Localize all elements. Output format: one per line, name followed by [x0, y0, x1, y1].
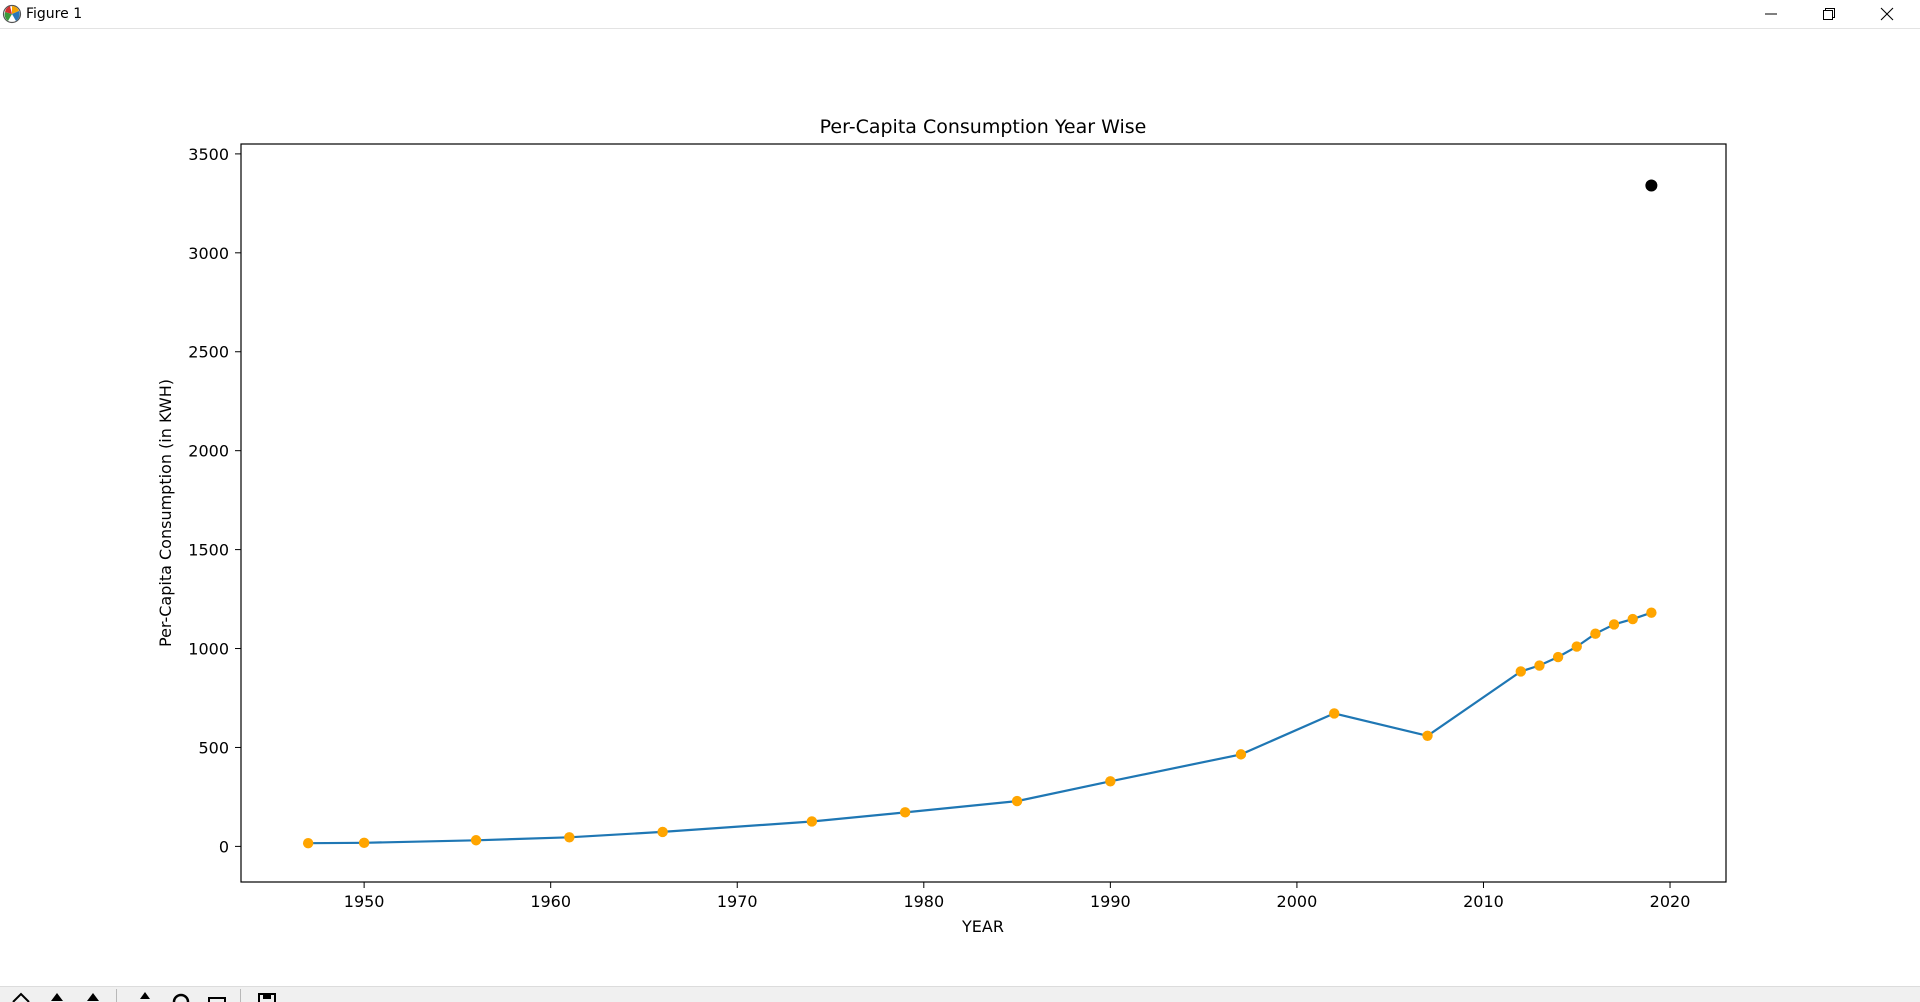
toolbar-separator — [240, 989, 241, 1002]
y-tick-label: 1000 — [188, 640, 229, 659]
data-point — [1571, 641, 1582, 652]
data-point — [1105, 776, 1116, 787]
chart: Per-Capita Consumption Year Wise 1950 196… — [156, 116, 1727, 936]
y-tick-label: 1500 — [188, 541, 229, 560]
home-icon — [12, 992, 30, 1002]
zoom-button[interactable] — [168, 989, 194, 1002]
y-tick-label: 2500 — [188, 343, 229, 362]
save-icon — [258, 993, 276, 1002]
outlier-point — [1645, 179, 1658, 192]
navigation-toolbar — [0, 986, 1920, 1002]
series-line — [308, 611, 1652, 845]
axes-frame — [240, 143, 1727, 883]
x-tick-label: 1960 — [530, 892, 571, 911]
plot-layer: 1950 1960 1970 1980 1990 2000 2010 2020 0 500 1000… — [188, 145, 1690, 911]
x-tick-label: 2000 — [1277, 892, 1318, 911]
data-point — [1534, 660, 1545, 671]
data-point — [1646, 607, 1657, 618]
window-title: Figure 1 — [26, 6, 83, 22]
data-point — [1552, 651, 1564, 663]
data-point — [358, 837, 370, 849]
data-point — [1515, 666, 1526, 677]
data-point — [564, 832, 575, 843]
x-tick-label: 2010 — [1463, 892, 1504, 911]
data-point — [1011, 795, 1023, 807]
forward-icon — [87, 993, 99, 1001]
maximize-icon — [1823, 8, 1835, 20]
subplots-button[interactable] — [204, 989, 230, 1002]
data-point — [1422, 730, 1433, 741]
back-icon — [51, 993, 63, 1001]
data-point — [899, 807, 911, 818]
x-tick-label: 1970 — [717, 892, 758, 911]
x-tick-label: 1950 — [344, 892, 385, 911]
chart-title: Per-Capita Consumption Year Wise — [820, 116, 1147, 138]
data-point — [470, 835, 482, 846]
data-point — [1235, 749, 1247, 760]
data-point — [806, 816, 818, 827]
maximize-button[interactable] — [1800, 0, 1858, 28]
close-button[interactable] — [1858, 0, 1916, 28]
x-tick-label: 2020 — [1650, 892, 1691, 911]
x-tick-label: 1990 — [1090, 892, 1131, 911]
data-point — [1627, 613, 1638, 625]
toolbar-separator — [116, 989, 117, 1002]
forward-button[interactable] — [80, 989, 106, 1002]
y-axis-label: Per-Capita Consumption (in KWH) — [156, 379, 175, 647]
y-tick-label: 0 — [219, 837, 229, 856]
y-tick-label: 2000 — [188, 442, 229, 461]
data-point — [302, 838, 314, 849]
window-titlebar: Figure 1 — [0, 0, 1920, 29]
zoom-icon — [172, 993, 190, 1002]
save-button[interactable] — [254, 989, 280, 1002]
matplotlib-icon — [2, 4, 22, 24]
subplots-icon — [208, 997, 226, 1002]
data-point — [1608, 619, 1620, 630]
close-icon — [1880, 7, 1894, 21]
x-axis-label: YEAR — [961, 917, 1004, 936]
pan-button[interactable] — [132, 989, 158, 1002]
minimize-icon — [1765, 13, 1777, 15]
y-tick-label: 3500 — [188, 145, 229, 164]
pan-icon — [140, 992, 150, 999]
data-point — [1590, 628, 1601, 639]
home-button[interactable] — [8, 989, 34, 1002]
x-tick-label: 1980 — [903, 892, 944, 911]
data-point — [1329, 708, 1340, 719]
data-point — [657, 826, 668, 838]
back-button[interactable] — [44, 989, 70, 1002]
y-tick-label: 500 — [198, 738, 229, 757]
y-tick-label: 3000 — [188, 244, 229, 263]
figure-canvas[interactable]: Per-Capita Consumption Year Wise 1950 196… — [0, 29, 1920, 985]
minimize-button[interactable] — [1742, 0, 1800, 28]
